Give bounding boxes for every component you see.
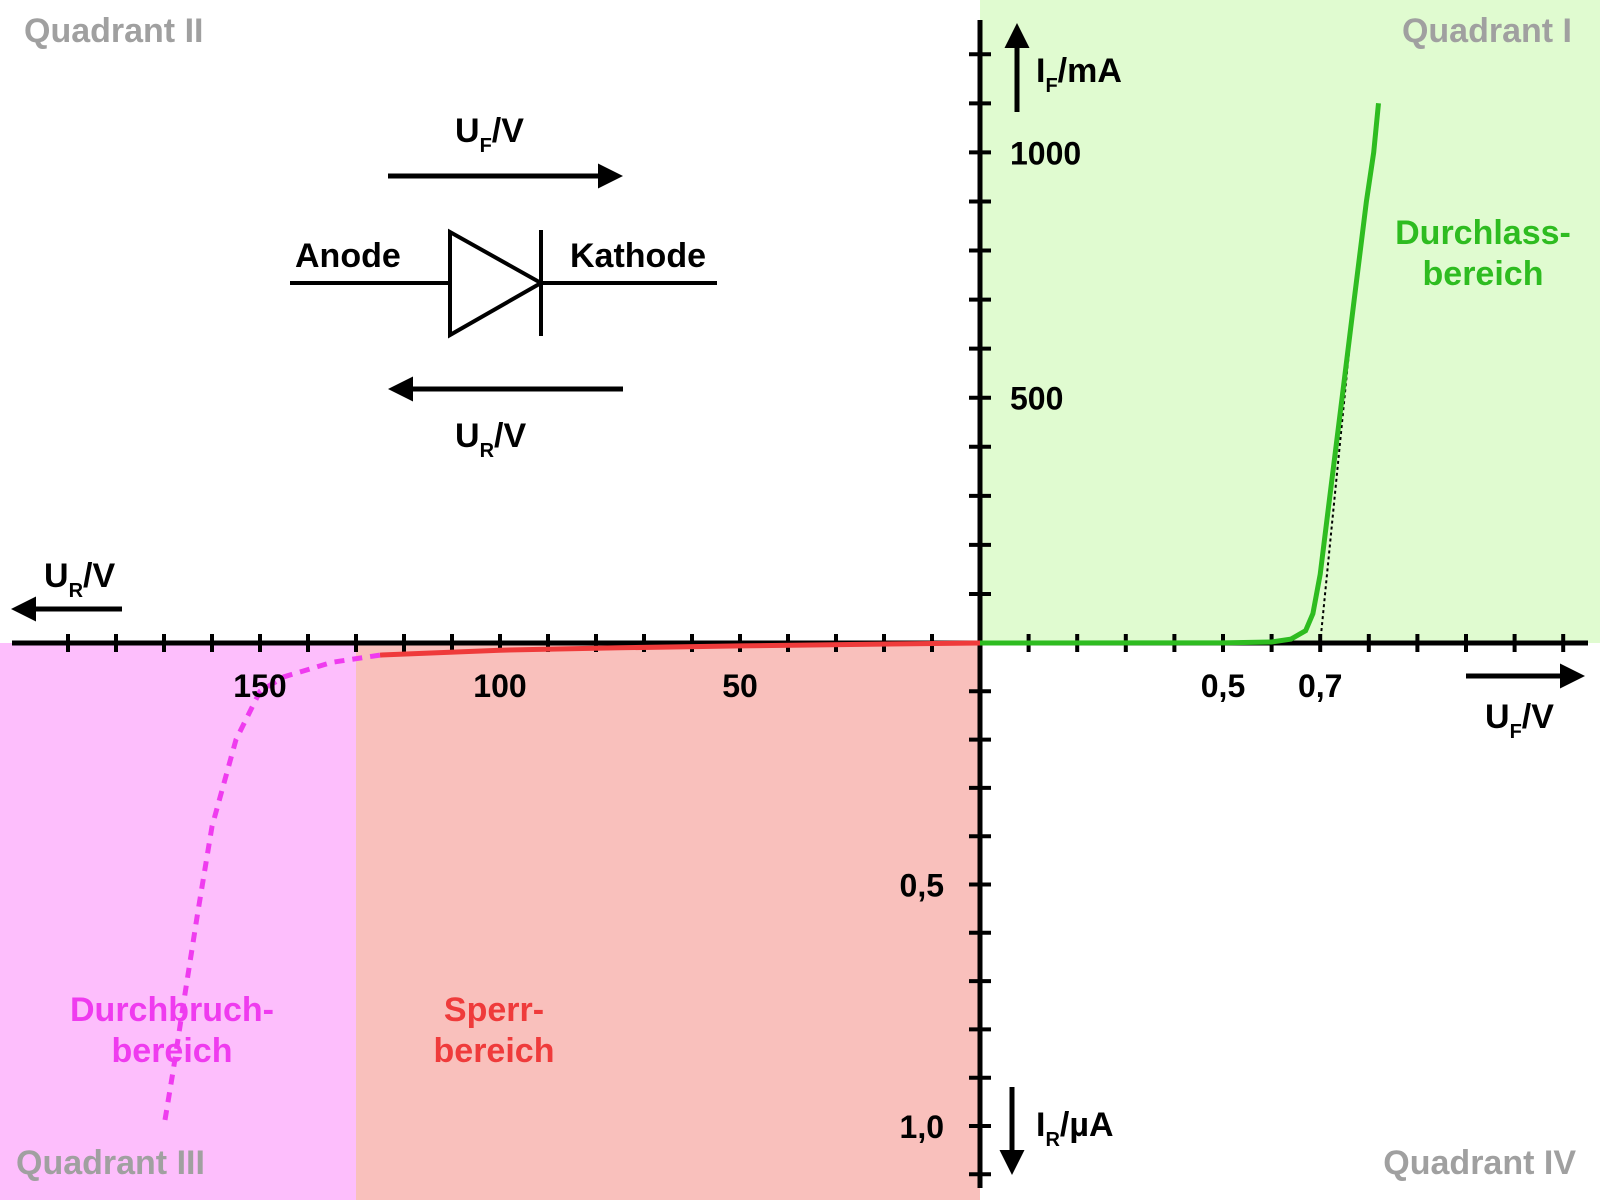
quadrant-i-label: Quadrant I [1402, 12, 1572, 50]
anode-label: Anode [295, 237, 401, 275]
diode-ur-label: UR/V [455, 417, 526, 462]
ur-tick-label: 150 [233, 668, 286, 704]
uf-tick-label: 0,5 [1201, 668, 1245, 704]
ur-tick-label: 100 [473, 668, 526, 704]
breakdown-curve [161, 652, 381, 1127]
reverse-current-curve [379, 640, 981, 658]
tick-labels: 0,5 0,7 500 1000 50 100 150 0,5 1,0 [233, 135, 1342, 1145]
reverse-region-background [356, 643, 980, 1200]
uf-tick-label: 0,7 [1298, 668, 1342, 704]
uf-axis-label: UF/V [1485, 698, 1554, 743]
if-tick-label: 1000 [1010, 135, 1081, 171]
reverse-region-label-line1: Sperr- [444, 991, 544, 1029]
if-tick-label: 500 [1010, 381, 1063, 417]
forward-region-label-line2: bereich [1423, 255, 1544, 293]
ir-tick-label: 1,0 [900, 1109, 944, 1145]
forward-current-curve [979, 103, 1381, 646]
ur-tick-label: 50 [722, 668, 758, 704]
diode-uf-label: UF/V [455, 112, 524, 157]
breakdown-region-label-line1: Durchbruch- [70, 991, 274, 1029]
quadrant-iv-label: Quadrant IV [1383, 1144, 1576, 1182]
quadrant-ii-label: Quadrant II [24, 12, 203, 50]
ur-axis-label: UR/V [44, 557, 115, 602]
diode-symbol [290, 228, 717, 339]
kathode-label: Kathode [570, 237, 706, 275]
quadrant-iii-label: Quadrant III [16, 1144, 205, 1182]
breakdown-region-label-line2: bereich [112, 1032, 233, 1070]
ir-tick-label: 0,5 [900, 868, 944, 904]
if-axis-label: IF/mA [1036, 52, 1122, 97]
forward-region-label-line1: Durchlass- [1395, 214, 1571, 252]
ir-axis-label: IR/µA [1036, 1106, 1114, 1151]
reverse-region-label-line2: bereich [434, 1032, 555, 1070]
forward-region-background [980, 0, 1600, 643]
breakdown-region-background [0, 643, 356, 1200]
